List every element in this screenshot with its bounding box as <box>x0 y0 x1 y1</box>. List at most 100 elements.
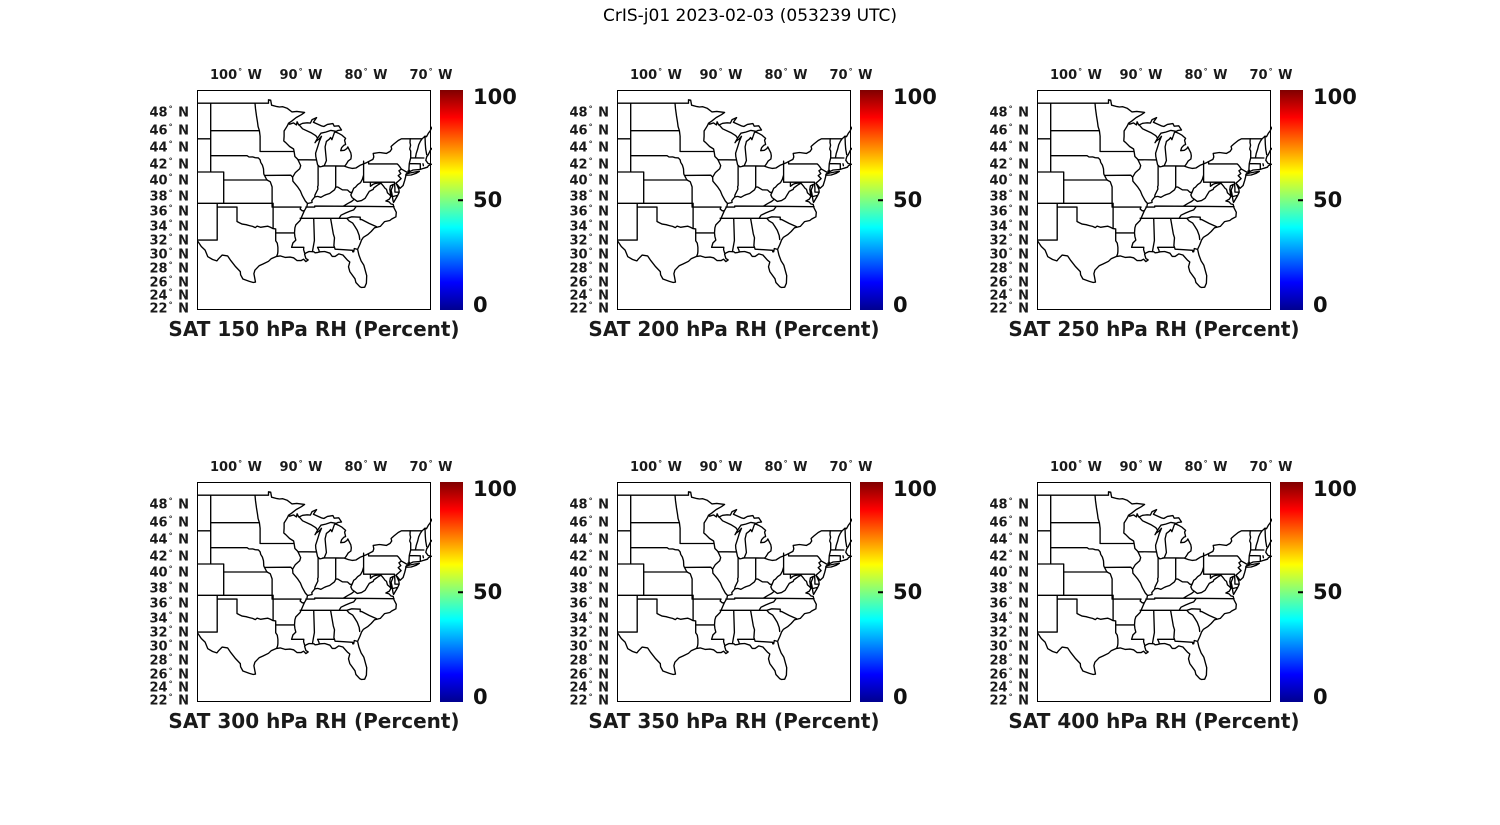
degree-symbol: ° <box>428 67 433 76</box>
degree-symbol: ° <box>588 274 593 284</box>
hemisphere-letter: N <box>1013 625 1029 641</box>
latitude-tick-label: 28° N <box>973 651 1030 669</box>
hemisphere-letter: N <box>173 233 189 249</box>
hemisphere-letter: W <box>303 460 323 475</box>
tick-value: 22 <box>569 301 588 317</box>
longitude-tick-label: 100° W <box>1050 459 1102 475</box>
tick-value: 38 <box>989 189 1008 205</box>
degree-symbol: ° <box>588 300 593 310</box>
tick-value: 40 <box>569 173 588 189</box>
tick-value: 42 <box>989 157 1008 173</box>
tick-value: 80 <box>764 68 783 83</box>
hemisphere-letter: N <box>593 667 609 683</box>
degree-symbol: ° <box>588 514 593 524</box>
hemisphere-letter: N <box>1013 549 1029 565</box>
hemisphere-letter: W <box>788 68 808 83</box>
degree-symbol: ° <box>1008 188 1013 198</box>
hemisphere-letter: N <box>173 497 189 513</box>
tick-value: 44 <box>989 140 1008 156</box>
tick-value: 70 <box>409 68 428 83</box>
tick-value: 80 <box>1184 460 1203 475</box>
tick-value: 48 <box>569 105 588 121</box>
tick-value: 70 <box>409 460 428 475</box>
latitude-tick-label: 48° N <box>553 103 610 121</box>
tick-value: 38 <box>149 189 168 205</box>
hemisphere-letter: N <box>173 680 189 696</box>
degree-symbol: ° <box>1138 459 1143 468</box>
hemisphere-letter: N <box>1013 565 1029 581</box>
latitude-tick-label: 42° N <box>973 154 1030 173</box>
us-states-map <box>618 99 852 289</box>
colorbar-mid-tick <box>878 199 883 201</box>
tick-value: 100 <box>629 460 658 475</box>
tick-value: 28 <box>989 653 1008 669</box>
hemisphere-letter: N <box>1013 275 1029 291</box>
hemisphere-letter: N <box>593 653 609 669</box>
degree-symbol: ° <box>1138 67 1143 76</box>
hemisphere-letter: W <box>853 460 873 475</box>
latitude-tick-label: 22° N <box>553 691 610 708</box>
tick-value: 28 <box>989 261 1008 277</box>
tick-value: 38 <box>989 581 1008 597</box>
latitude-tick-label: 36° N <box>553 201 610 220</box>
hemisphere-letter: N <box>1013 680 1029 696</box>
hemisphere-letter: W <box>1143 68 1163 83</box>
latitude-tick-label: 26° N <box>553 272 610 289</box>
degree-symbol: ° <box>588 548 593 558</box>
degree-symbol: ° <box>588 692 593 702</box>
latitude-tick-label: 42° N <box>553 154 610 171</box>
latitude-tick-label: 40° N <box>973 563 1030 581</box>
colorbar-mid-tick <box>1298 199 1303 201</box>
hemisphere-letter: N <box>1013 693 1029 709</box>
colorbar <box>860 482 883 702</box>
degree-symbol: ° <box>168 679 173 689</box>
hemisphere-letter: W <box>723 68 743 83</box>
degree-symbol: ° <box>588 203 593 213</box>
latitude-tick-label: 24° N <box>133 678 190 696</box>
tick-value: 36 <box>569 204 588 220</box>
degree-symbol: ° <box>168 548 173 558</box>
tick-value: 24 <box>149 680 168 696</box>
hemisphere-letter: N <box>1013 639 1029 655</box>
latitude-tick-label: 24° N <box>133 286 190 304</box>
degree-symbol: ° <box>168 203 173 213</box>
latitude-tick-label: 38° N <box>973 186 1030 205</box>
tick-value: 70 <box>1249 460 1268 475</box>
tick-value: 100 <box>629 68 658 83</box>
colorbar-max-label: 100 <box>893 477 937 501</box>
latitude-tick-label: 32° N <box>133 231 190 249</box>
degree-symbol: ° <box>848 459 853 468</box>
map-frame <box>1037 90 1272 310</box>
hemisphere-letter: N <box>1013 189 1029 205</box>
longitude-tick-label: 80° W <box>765 67 808 83</box>
latitude-tick-label: 44° N <box>553 138 610 155</box>
degree-symbol: ° <box>1203 459 1208 468</box>
degree-symbol: ° <box>1268 67 1273 76</box>
longitude-tick-label: 100° W <box>1050 67 1102 83</box>
tick-value: 32 <box>989 233 1008 249</box>
colorbar-max-label: 100 <box>473 85 517 109</box>
hemisphere-letter: W <box>1273 68 1293 83</box>
degree-symbol: ° <box>168 595 173 605</box>
tick-value: 22 <box>149 301 168 317</box>
tick-value: 42 <box>149 157 168 173</box>
hemisphere-letter: N <box>173 549 189 565</box>
latitude-tick-label: 36° N <box>553 593 610 612</box>
tick-value: 44 <box>569 532 588 548</box>
colorbar <box>440 482 463 702</box>
degree-symbol: ° <box>168 300 173 310</box>
latitude-tick-label: 46° N <box>553 513 610 530</box>
longitude-tick-label: 80° W <box>1185 459 1228 475</box>
hemisphere-letter: N <box>593 680 609 696</box>
degree-symbol: ° <box>783 67 788 76</box>
tick-value: 34 <box>149 611 168 627</box>
hemisphere-letter: N <box>173 140 189 156</box>
degree-symbol: ° <box>1008 692 1013 702</box>
latitude-tick-label: 32° N <box>553 231 610 248</box>
tick-value: 24 <box>149 288 168 304</box>
colorbar-mid-tick <box>878 591 883 593</box>
hemisphere-letter: N <box>593 596 609 612</box>
degree-symbol: ° <box>168 638 173 648</box>
latitude-tick-label: 34° N <box>973 216 1030 233</box>
tick-value: 26 <box>989 667 1008 683</box>
